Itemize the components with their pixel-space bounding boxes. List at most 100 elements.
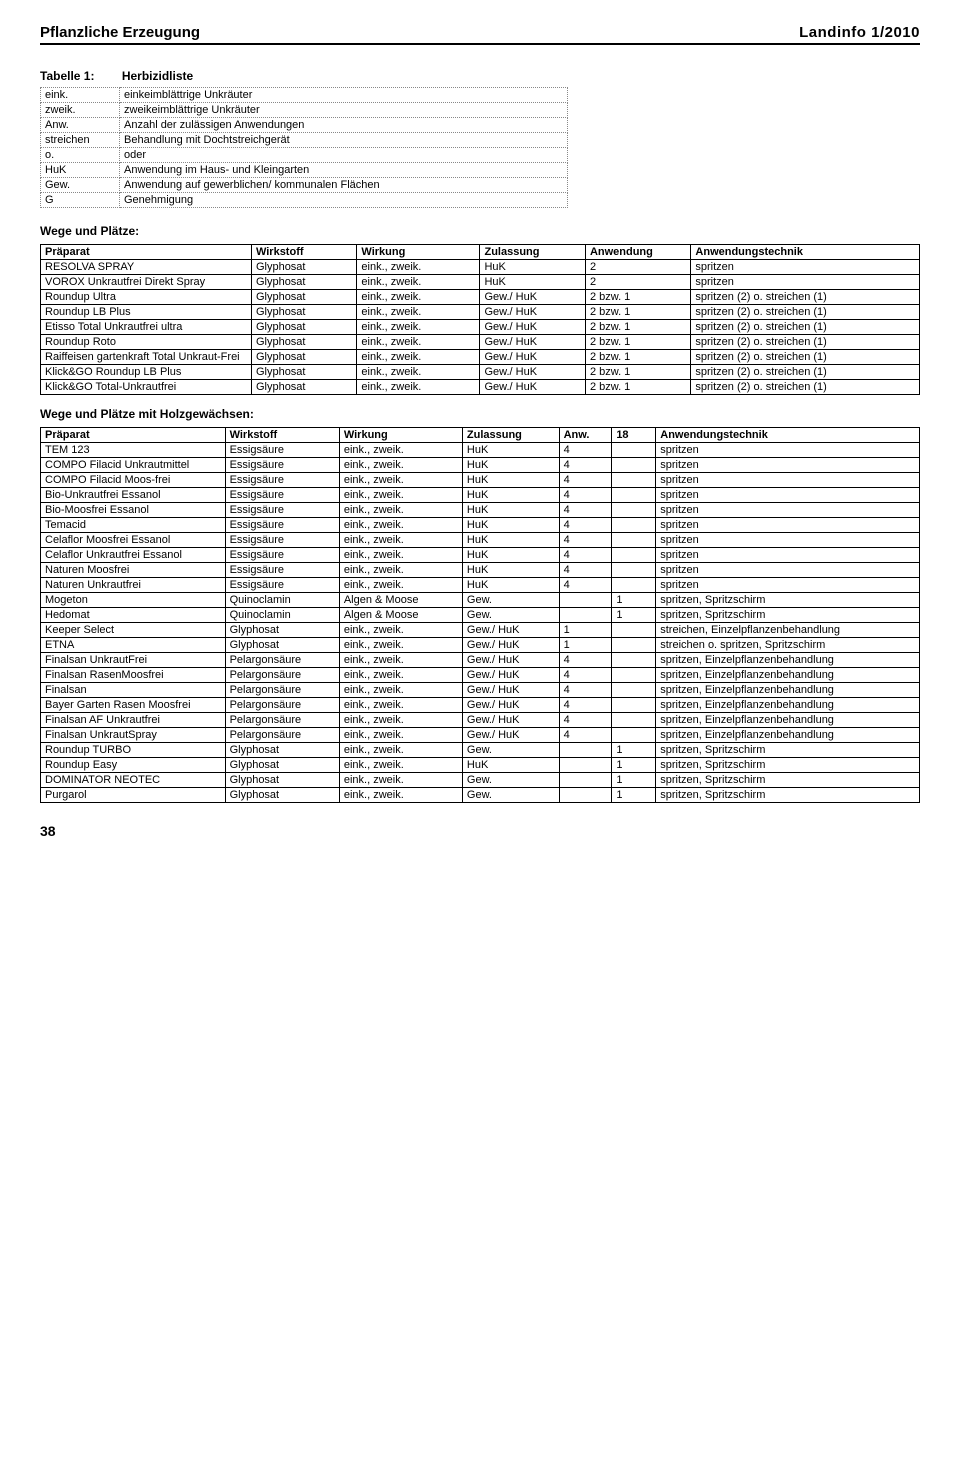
- table-cell: Essigsäure: [225, 443, 339, 458]
- table-cell: 1: [612, 758, 656, 773]
- table-cell: Glyphosat: [225, 743, 339, 758]
- legend-abbr: eink.: [41, 88, 120, 103]
- table-row: COMPO Filacid UnkrautmittelEssigsäureein…: [41, 458, 920, 473]
- table-cell: eink., zweik.: [339, 503, 462, 518]
- table-cell: Algen & Moose: [339, 593, 462, 608]
- table-cell: Roundup Ultra: [41, 290, 252, 305]
- table-title-caption: Herbizidliste: [122, 69, 193, 83]
- legend-row: o.oder: [41, 148, 568, 163]
- table-cell: [559, 593, 612, 608]
- table-cell: eink., zweik.: [339, 548, 462, 563]
- table-cell: Glyphosat: [251, 335, 356, 350]
- legend-abbr: Anw.: [41, 118, 120, 133]
- table-cell: eink., zweik.: [339, 638, 462, 653]
- table-cell: RESOLVA SPRAY: [41, 260, 252, 275]
- table-row: TEM 123Essigsäureeink., zweik.HuK4spritz…: [41, 443, 920, 458]
- table-cell: [612, 623, 656, 638]
- table-cell: Essigsäure: [225, 578, 339, 593]
- table-cell: [612, 638, 656, 653]
- table-cell: 2: [585, 275, 690, 290]
- legend-abbr: G: [41, 193, 120, 208]
- table-cell: [559, 758, 612, 773]
- table-title-prefix: Tabelle 1:: [40, 69, 94, 83]
- table-cell: 4: [559, 563, 612, 578]
- table-cell: eink., zweik.: [357, 350, 480, 365]
- table-cell: HuK: [462, 488, 559, 503]
- table-cell: TEM 123: [41, 443, 226, 458]
- table-cell: Purgarol: [41, 788, 226, 803]
- table-cell: Essigsäure: [225, 503, 339, 518]
- table-cell: Bio-Moosfrei Essanol: [41, 503, 226, 518]
- table-row: Roundup RotoGlyphosateink., zweik.Gew./ …: [41, 335, 920, 350]
- section2-title: Wege und Plätze mit Holzgewächsen:: [40, 407, 920, 421]
- legend-row: eink.einkeimblättrige Unkräuter: [41, 88, 568, 103]
- table-cell: Essigsäure: [225, 533, 339, 548]
- table-cell: spritzen: [656, 503, 920, 518]
- table-cell: 2 bzw. 1: [585, 305, 690, 320]
- table-cell: eink., zweik.: [357, 305, 480, 320]
- table-cell: spritzen, Spritzschirm: [656, 743, 920, 758]
- table-cell: ETNA: [41, 638, 226, 653]
- table-cell: [612, 728, 656, 743]
- table-cell: [612, 458, 656, 473]
- table-row: Klick&GO Roundup LB PlusGlyphosateink., …: [41, 365, 920, 380]
- table-row: TemacidEssigsäureeink., zweik.HuK4spritz…: [41, 518, 920, 533]
- table-row: Finalsan RasenMoosfreiPelargonsäureeink.…: [41, 668, 920, 683]
- table-cell: spritzen (2) o. streichen (1): [691, 305, 920, 320]
- table-cell: HuK: [480, 275, 585, 290]
- page-header: Pflanzliche Erzeugung Landinfo 1/2010: [40, 24, 920, 45]
- table-cell: 2 bzw. 1: [585, 365, 690, 380]
- table-cell: spritzen, Einzelpflanzenbehandlung: [656, 683, 920, 698]
- table-cell: 4: [559, 503, 612, 518]
- legend-row: Anw.Anzahl der zulässigen Anwendungen: [41, 118, 568, 133]
- table-cell: HuK: [462, 563, 559, 578]
- legend-abbr: Gew.: [41, 178, 120, 193]
- legend-desc: Anzahl der zulässigen Anwendungen: [120, 118, 568, 133]
- table-cell: [612, 503, 656, 518]
- table-cell: spritzen: [656, 473, 920, 488]
- table-cell: Bio-Unkrautfrei Essanol: [41, 488, 226, 503]
- table-cell: eink., zweik.: [339, 758, 462, 773]
- table-cell: 4: [559, 533, 612, 548]
- table-cell: eink., zweik.: [339, 563, 462, 578]
- table-cell: Klick&GO Roundup LB Plus: [41, 365, 252, 380]
- table-cell: Glyphosat: [251, 380, 356, 395]
- legend-row: GGenehmigung: [41, 193, 568, 208]
- table-cell: HuK: [462, 473, 559, 488]
- table-cell: spritzen, Einzelpflanzenbehandlung: [656, 728, 920, 743]
- table-cell: Bayer Garten Rasen Moosfrei: [41, 698, 226, 713]
- legend-desc: zweikeimblättrige Unkräuter: [120, 103, 568, 118]
- table-cell: COMPO Filacid Moos-frei: [41, 473, 226, 488]
- table-row: Naturen MoosfreiEssigsäureeink., zweik.H…: [41, 563, 920, 578]
- table-cell: eink., zweik.: [339, 668, 462, 683]
- table-cell: Gew./ HuK: [480, 320, 585, 335]
- table-row: PurgarolGlyphosateink., zweik.Gew.1sprit…: [41, 788, 920, 803]
- table-cell: 1: [559, 638, 612, 653]
- section1-table: PräparatWirkstoffWirkungZulassungAnwendu…: [40, 244, 920, 395]
- page-number: 38: [40, 823, 920, 839]
- column-header: Anwendungstechnik: [691, 245, 920, 260]
- table-cell: Gew./ HuK: [462, 638, 559, 653]
- table-cell: eink., zweik.: [339, 773, 462, 788]
- table-cell: HuK: [462, 443, 559, 458]
- table-cell: spritzen, Einzelpflanzenbehandlung: [656, 653, 920, 668]
- table-cell: Roundup LB Plus: [41, 305, 252, 320]
- table-cell: [612, 533, 656, 548]
- table-cell: Gew./ HuK: [462, 653, 559, 668]
- table-cell: [612, 563, 656, 578]
- table-cell: Glyphosat: [225, 623, 339, 638]
- legend-desc: Anwendung im Haus- und Kleingarten: [120, 163, 568, 178]
- table-cell: Essigsäure: [225, 488, 339, 503]
- table-cell: spritzen (2) o. streichen (1): [691, 380, 920, 395]
- legend-row: zweik.zweikeimblättrige Unkräuter: [41, 103, 568, 118]
- table-row: ETNAGlyphosateink., zweik.Gew./ HuK1stre…: [41, 638, 920, 653]
- table-cell: Gew./ HuK: [480, 305, 585, 320]
- table-cell: spritzen: [691, 260, 920, 275]
- table-cell: eink., zweik.: [339, 698, 462, 713]
- table-cell: [612, 488, 656, 503]
- table-cell: Gew./ HuK: [462, 713, 559, 728]
- legend-abbr: o.: [41, 148, 120, 163]
- table-cell: 2 bzw. 1: [585, 320, 690, 335]
- table-cell: spritzen (2) o. streichen (1): [691, 350, 920, 365]
- table-cell: Keeper Select: [41, 623, 226, 638]
